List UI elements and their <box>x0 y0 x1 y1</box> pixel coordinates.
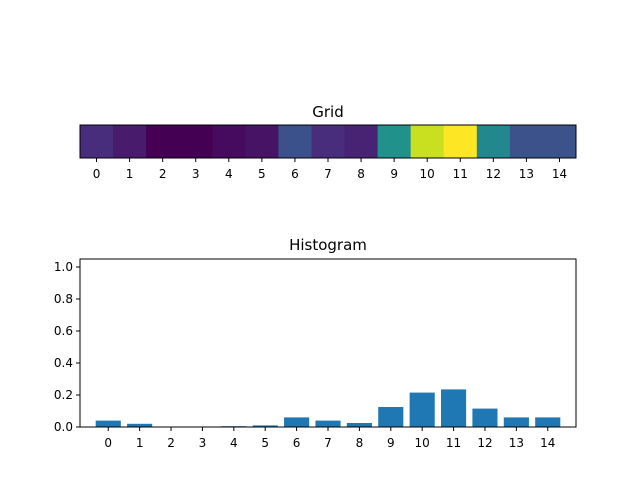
histogram-y-tick-label: 0.2 <box>54 388 73 402</box>
grid-cell <box>443 125 478 158</box>
histogram-x-tick-label: 14 <box>540 436 555 450</box>
grid-cell <box>113 125 147 158</box>
grid-tick-label: 1 <box>126 167 134 181</box>
histogram-x-tick-label: 12 <box>477 436 492 450</box>
histogram-x-tick-label: 7 <box>324 436 332 450</box>
grid-chart: Grid 0 1 2 3 4 5 6 7 8 9 10 11 12 13 14 <box>79 103 577 181</box>
histogram-x-tick-label: 5 <box>261 436 269 450</box>
grid-tick-label: 0 <box>93 167 101 181</box>
grid-tick-label: 9 <box>390 167 398 181</box>
histogram-x-tick-label: 6 <box>293 436 301 450</box>
histogram-bar <box>535 417 561 427</box>
grid-cell <box>509 125 544 158</box>
histogram-x-tick-label: 0 <box>104 436 112 450</box>
histogram-bar <box>346 423 372 427</box>
histogram-x-tick-label: 2 <box>167 436 175 450</box>
grid-tick-label: 11 <box>453 167 468 181</box>
histogram-x-tick-label: 3 <box>199 436 207 450</box>
grid-tick-label: 2 <box>159 167 167 181</box>
grid-cell <box>410 125 445 158</box>
histogram-x-tick-label: 13 <box>509 436 524 450</box>
histogram-x-tick-label: 10 <box>415 436 430 450</box>
histogram-x-tick-label: 1 <box>136 436 144 450</box>
grid-tick-label: 8 <box>357 167 365 181</box>
grid-tick-label: 13 <box>519 167 534 181</box>
grid-tick-label: 6 <box>291 167 299 181</box>
grid-title: Grid <box>312 103 343 121</box>
histogram-y-tick-label: 0.6 <box>54 324 73 338</box>
grid-cell <box>311 125 346 158</box>
grid-cell <box>80 125 114 158</box>
grid-cell <box>245 125 279 158</box>
histogram-bar <box>315 420 341 427</box>
histogram-y-tick-label: 0.4 <box>54 356 73 370</box>
histogram-bar <box>127 423 153 427</box>
grid-cell <box>278 125 312 158</box>
histogram-bar <box>95 420 121 427</box>
histogram-bar <box>409 392 435 427</box>
histogram-frame <box>79 258 577 428</box>
grid-cell <box>377 125 412 158</box>
grid-cell <box>179 125 213 158</box>
grid-cell <box>212 125 246 158</box>
histogram-bar <box>378 407 404 427</box>
grid-cell <box>542 125 577 158</box>
grid-tick-label: 7 <box>324 167 332 181</box>
grid-tick-label: 4 <box>225 167 233 181</box>
grid-tick-label: 3 <box>192 167 200 181</box>
histogram-x-tick-label: 11 <box>446 436 461 450</box>
histogram-x-tick-label: 4 <box>230 436 238 450</box>
histogram-y-tick-label: 0.0 <box>54 420 73 434</box>
histogram-x-tick-label: 8 <box>356 436 364 450</box>
histogram-bar <box>284 417 310 427</box>
grid-tick-label: 5 <box>258 167 266 181</box>
histogram-y-tick-label: 1.0 <box>54 260 73 274</box>
grid-cell <box>146 125 180 158</box>
histogram-chart: Histogram 0 1 2 3 4 5 6 7 8 9 10 11 12 13 14 0.00.20.4… <box>54 236 577 450</box>
grid-tick-label: 14 <box>552 167 567 181</box>
histogram-x-tick-label: 9 <box>387 436 395 450</box>
histogram-bar <box>252 425 278 427</box>
grid-tick-label: 10 <box>420 167 435 181</box>
grid-cell <box>344 125 379 158</box>
histogram-title: Histogram <box>289 236 367 254</box>
histogram-bar <box>441 389 467 427</box>
histogram-y-tick-label: 0.8 <box>54 292 73 306</box>
grid-tick-label: 12 <box>486 167 501 181</box>
histogram-bar <box>472 408 498 427</box>
histogram-bar <box>503 417 529 427</box>
grid-cell <box>476 125 511 158</box>
